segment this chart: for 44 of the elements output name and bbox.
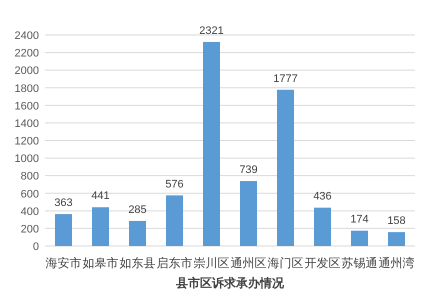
x-tick-label: 如皋市 <box>82 256 118 270</box>
bar <box>350 230 368 246</box>
y-tick-label: 1000 <box>14 153 39 166</box>
bar <box>92 207 110 246</box>
data-label: 158 <box>387 215 406 228</box>
data-label: 739 <box>239 164 258 176</box>
bar <box>240 181 258 246</box>
bar <box>314 208 332 246</box>
x-tick-label: 启东市 <box>156 256 192 270</box>
data-label: 285 <box>128 204 147 216</box>
y-tick-label: 1200 <box>14 136 39 148</box>
x-axis-title: 县市区诉求承办情况 <box>175 276 285 290</box>
y-tick-label: 400 <box>20 206 39 218</box>
y-tick-label: 1800 <box>14 82 39 95</box>
y-tick-label: 600 <box>20 188 39 200</box>
x-tick-label: 通州区 <box>230 256 266 270</box>
y-tick-label: 0 <box>32 241 39 253</box>
y-tick-label: 1600 <box>14 100 39 112</box>
data-label: 1777 <box>273 72 298 85</box>
bar <box>166 195 184 246</box>
y-tick-label: 2400 <box>14 30 39 42</box>
data-label: 174 <box>350 214 369 226</box>
x-tick-label: 通州湾 <box>378 256 414 270</box>
x-tick-label: 开发区 <box>304 256 340 270</box>
bar <box>54 214 72 246</box>
data-label: 2321 <box>199 24 224 37</box>
y-tick-label: 1400 <box>14 118 39 130</box>
data-label: 436 <box>313 190 332 203</box>
x-tick-label: 海门区 <box>268 256 304 270</box>
bar <box>388 232 406 246</box>
y-tick-label: 800 <box>20 170 39 183</box>
bar <box>276 90 294 246</box>
y-tick-label: 2200 <box>14 48 39 60</box>
data-label: 576 <box>165 178 184 190</box>
x-tick-label: 如东县 <box>120 256 156 270</box>
y-tick-label: 200 <box>20 223 39 236</box>
data-label: 441 <box>91 190 110 202</box>
bar <box>202 42 220 246</box>
x-tick-label: 海安市 <box>46 256 82 270</box>
x-tick-label: 苏锡通 <box>342 256 378 270</box>
bar <box>128 220 146 246</box>
data-label: 363 <box>54 197 73 210</box>
x-tick-label: 崇川区 <box>194 256 230 270</box>
y-tick-label: 2000 <box>14 65 39 78</box>
